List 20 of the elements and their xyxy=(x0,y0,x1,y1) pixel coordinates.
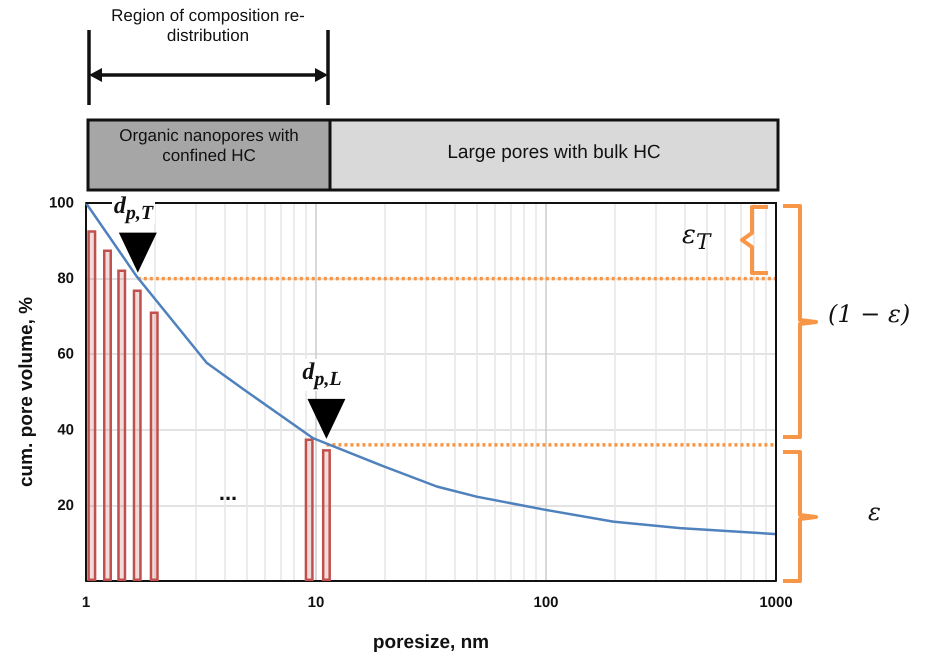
y-tick-label: 80 xyxy=(57,270,74,288)
annotation: ... xyxy=(218,480,238,506)
text: (1 − ε) xyxy=(828,300,912,328)
x-tick-label: 10 xyxy=(308,594,324,611)
x-tick-label: 100 xyxy=(533,594,559,611)
annotation: d$_{p,T}$ xyxy=(112,192,156,224)
y-tick-label: 20 xyxy=(57,496,74,514)
annotation: d$_{p,L}$ xyxy=(300,358,344,391)
y-tick-label: 60 xyxy=(57,346,74,363)
y-tick-label: 100 xyxy=(48,194,74,212)
x-tick-label: 1 xyxy=(82,594,90,611)
x-axis-title: poresize, nm xyxy=(372,632,490,653)
x-tick-label: 1000 xyxy=(759,594,793,611)
text: Organic nanopores with confined HC xyxy=(118,126,300,166)
annotation: ε$_{T}$ xyxy=(682,220,713,256)
y-axis-title: cum. pore volume, % xyxy=(16,296,37,488)
y-tick-label: 40 xyxy=(57,421,74,438)
text: ε xyxy=(868,498,882,526)
text: Region of composition re-distribution xyxy=(110,6,306,46)
text: Large pores with bulk HC xyxy=(446,142,662,164)
